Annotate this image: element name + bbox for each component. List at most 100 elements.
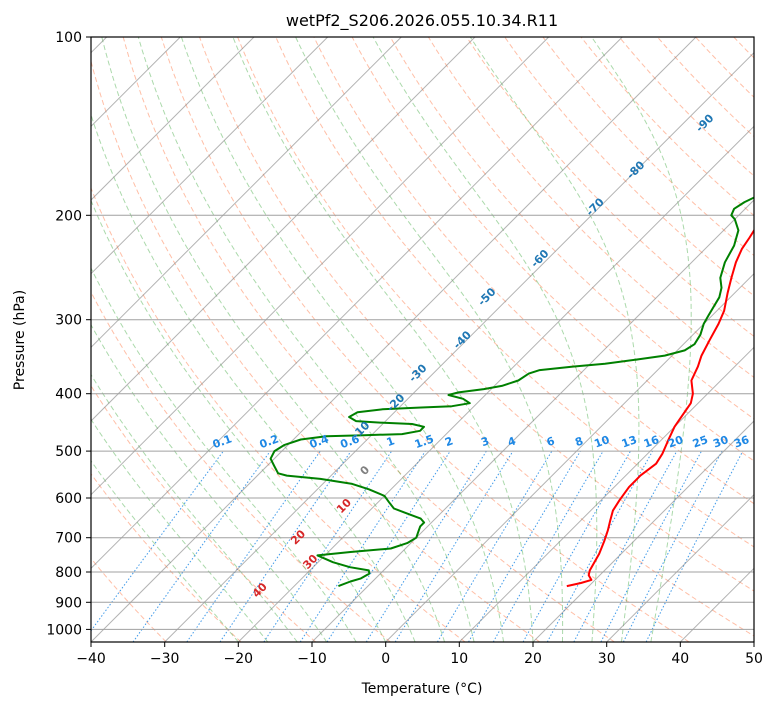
temperature-line bbox=[566, 228, 754, 588]
mixing-ratio-label: 20 bbox=[666, 433, 685, 451]
isotherm-line bbox=[91, 37, 476, 422]
mixing-ratio-line bbox=[326, 450, 451, 642]
x-tick-label: 50 bbox=[745, 651, 763, 667]
isotherm-label: -50 bbox=[475, 285, 498, 308]
moist-adiabat-line bbox=[137, 37, 475, 642]
moist-adiabat-line bbox=[295, 37, 564, 642]
axes: −40 −30 −20 −10 0 10 20 30 40 5010020030040050060… bbox=[46, 30, 763, 667]
moist-adiabat-line bbox=[91, 267, 357, 642]
isotherm-label: -60 bbox=[528, 247, 551, 270]
x-tick-label: −30 bbox=[150, 651, 180, 667]
isotherm-label: 0 bbox=[358, 463, 373, 478]
moist-adiabat-line bbox=[591, 37, 692, 642]
dry-adiabat-line bbox=[466, 37, 754, 338]
moist-adiabat-line bbox=[91, 418, 269, 642]
isotherm-line bbox=[753, 641, 754, 642]
mixing-ratio-label: 4 bbox=[506, 434, 518, 449]
dry-adiabat-line bbox=[351, 37, 754, 462]
dry-adiabat-line bbox=[91, 384, 317, 642]
isotherm-line bbox=[91, 37, 402, 349]
isotherm-label: -90 bbox=[693, 111, 716, 134]
mixing-ratio-label: 0.1 bbox=[211, 432, 234, 451]
mixing-ratio-label: 36 bbox=[732, 433, 751, 451]
mixing-ratio-label: 0.6 bbox=[339, 432, 362, 451]
y-tick-label: 900 bbox=[55, 595, 82, 611]
y-tick-label: 800 bbox=[55, 565, 82, 581]
mixing-ratio-label: 13 bbox=[620, 433, 639, 450]
mixing-ratio-line bbox=[522, 450, 631, 642]
dry-adiabat-line bbox=[504, 37, 754, 297]
dry-adiabat-line bbox=[122, 37, 615, 642]
isotherm-line bbox=[532, 420, 754, 642]
plot-frame bbox=[90, 36, 755, 643]
y-tick-label: 600 bbox=[55, 491, 82, 507]
isotherm-label: -40 bbox=[451, 328, 474, 351]
x-tick-label: 20 bbox=[524, 651, 542, 667]
isotherm-label: 20 bbox=[288, 527, 308, 547]
moist-adiabat-line bbox=[91, 460, 239, 642]
dry-adiabat-line bbox=[91, 557, 167, 642]
mixing-ratio-label: 6 bbox=[545, 434, 557, 449]
dry-adiabat-line bbox=[199, 37, 754, 637]
mixing-ratio-label: 2 bbox=[443, 434, 455, 449]
mixing-ratio-label: 30 bbox=[711, 433, 730, 451]
moist-adiabat-line bbox=[232, 37, 534, 642]
mixing-ratio-line bbox=[546, 450, 654, 642]
moist-adiabat-line bbox=[91, 199, 387, 642]
mixing-ratio-label: 0.4 bbox=[308, 432, 331, 451]
mixing-ratio-label: 3 bbox=[479, 434, 491, 449]
dry-adiabat-line bbox=[237, 37, 754, 592]
x-tick-label: 0 bbox=[381, 651, 390, 667]
y-axis-label: Pressure (hPa) bbox=[12, 290, 28, 390]
dry-adiabat-line bbox=[275, 37, 754, 548]
mixing-ratio-label: 16 bbox=[642, 433, 661, 451]
y-tick-label: 400 bbox=[55, 387, 82, 403]
dewpoint-line bbox=[269, 196, 754, 588]
isotherm-label: -30 bbox=[406, 361, 429, 384]
mixing-ratio-lines bbox=[91, 450, 744, 642]
mixing-ratio-line bbox=[263, 450, 393, 642]
isotherm-line bbox=[237, 125, 754, 642]
plot-area: 0.10.20.40.611.52346810131620253036-100-… bbox=[91, 37, 754, 642]
moist-adiabat-line bbox=[469, 37, 640, 642]
mixing-ratio-line bbox=[91, 450, 224, 632]
dry-adiabat-line bbox=[542, 37, 754, 257]
isotherm-line bbox=[458, 346, 754, 642]
moist-adiabats bbox=[91, 37, 692, 642]
isotherm-line bbox=[164, 51, 754, 642]
moist-adiabat-line bbox=[180, 37, 504, 642]
pressure-gridlines bbox=[91, 37, 754, 630]
mixing-ratio-label: 1.5 bbox=[413, 432, 436, 451]
y-tick-label: 200 bbox=[55, 208, 82, 224]
moist-adiabat-line bbox=[372, 37, 598, 642]
mixing-ratio-label: 8 bbox=[573, 434, 585, 449]
dry-adiabat-line bbox=[657, 37, 754, 138]
mixing-ratio-line bbox=[299, 450, 426, 642]
isotherm-line bbox=[311, 199, 754, 642]
y-tick-label: 1000 bbox=[46, 622, 82, 638]
mixing-ratio-line bbox=[394, 450, 514, 642]
mixing-ratio-label: 0.2 bbox=[258, 432, 281, 451]
y-tick-label: 700 bbox=[55, 531, 82, 547]
x-tick-label: −40 bbox=[76, 651, 106, 667]
isotherms bbox=[91, 37, 754, 642]
x-tick-label: −10 bbox=[297, 651, 327, 667]
isotherm-line bbox=[91, 37, 697, 642]
dry-adiabat-line bbox=[389, 37, 754, 420]
dry-adiabat-line bbox=[427, 37, 754, 379]
dry-adiabat-line bbox=[91, 59, 541, 642]
chart-title: wetPf2_S206.2026.055.10.34.R11 bbox=[286, 11, 558, 31]
mixing-ratio-label: 10 bbox=[592, 433, 611, 451]
y-tick-label: 500 bbox=[55, 444, 82, 460]
y-tick-label: 300 bbox=[55, 313, 82, 329]
x-tick-label: −20 bbox=[224, 651, 254, 667]
x-tick-label: 40 bbox=[671, 651, 689, 667]
mixing-ratio-line bbox=[622, 450, 723, 642]
mixing-ratio-label: 25 bbox=[691, 433, 710, 450]
isotherm-line bbox=[91, 37, 255, 201]
isotherm-label: -20 bbox=[384, 391, 407, 414]
dry-adiabats bbox=[91, 37, 754, 642]
dry-adiabat-line bbox=[91, 291, 391, 642]
x-tick-label: 10 bbox=[450, 651, 468, 667]
isotherm-label: 40 bbox=[250, 580, 270, 600]
